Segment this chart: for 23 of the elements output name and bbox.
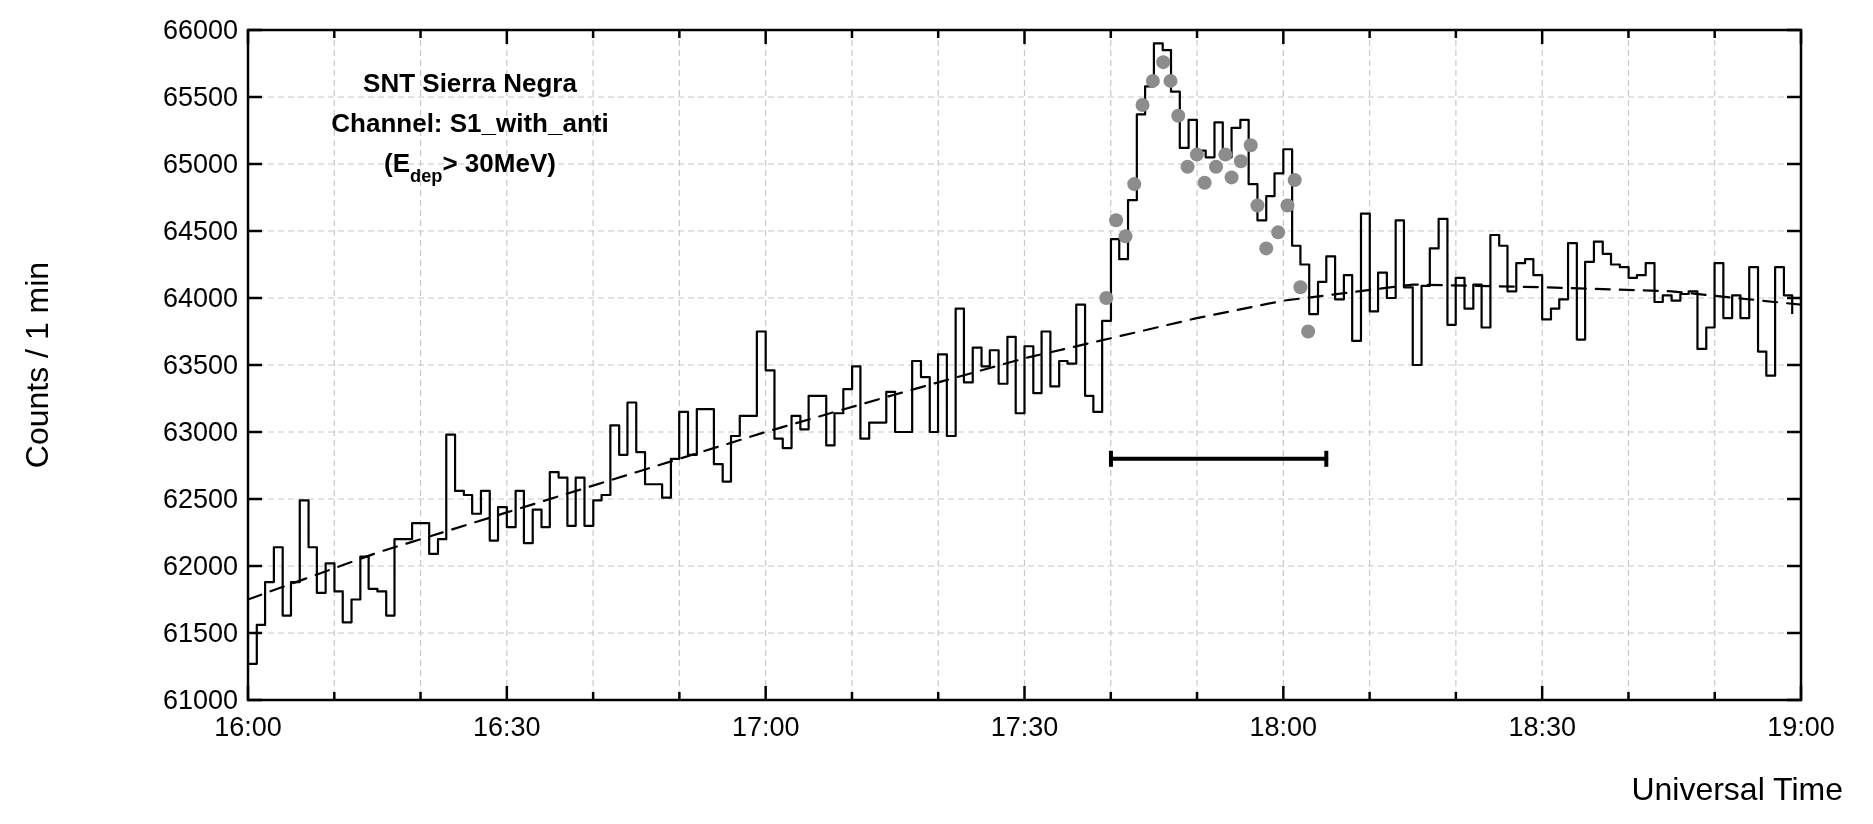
y-tick-label: 62500 <box>162 484 238 514</box>
y-tick-label: 66000 <box>162 15 238 45</box>
y-tick-label: 64500 <box>162 216 238 246</box>
y-tick-label: 63500 <box>162 350 238 380</box>
x-tick-label: 17:00 <box>731 712 800 742</box>
x-axis-title: Universal Time <box>1631 771 1843 807</box>
x-tick-label: 16:00 <box>214 712 282 742</box>
annotation: (E$_{dep}$> 30MeV) <box>384 148 556 186</box>
y-tick-label: 64000 <box>162 283 238 313</box>
annotation: Channel: S1_with_anti <box>331 108 609 138</box>
annotation: SNT Sierra Negra <box>363 68 578 98</box>
y-tick-label: 61500 <box>162 618 238 648</box>
y-tick-label: 65500 <box>162 82 238 112</box>
x-tick-label: 18:00 <box>1249 712 1318 742</box>
y-tick-label: 65000 <box>162 149 238 179</box>
y-tick-label: 62000 <box>162 551 238 581</box>
x-tick-label: 19:00 <box>1767 712 1835 742</box>
y-tick-label: 63000 <box>162 417 238 447</box>
x-tick-label: 17:30 <box>990 712 1059 742</box>
y-axis-title: Counts / 1 min <box>19 261 55 469</box>
y-tick-label: 61000 <box>162 685 238 715</box>
x-tick-label: 18:30 <box>1508 712 1576 742</box>
x-tick-label: 16:30 <box>473 712 541 742</box>
